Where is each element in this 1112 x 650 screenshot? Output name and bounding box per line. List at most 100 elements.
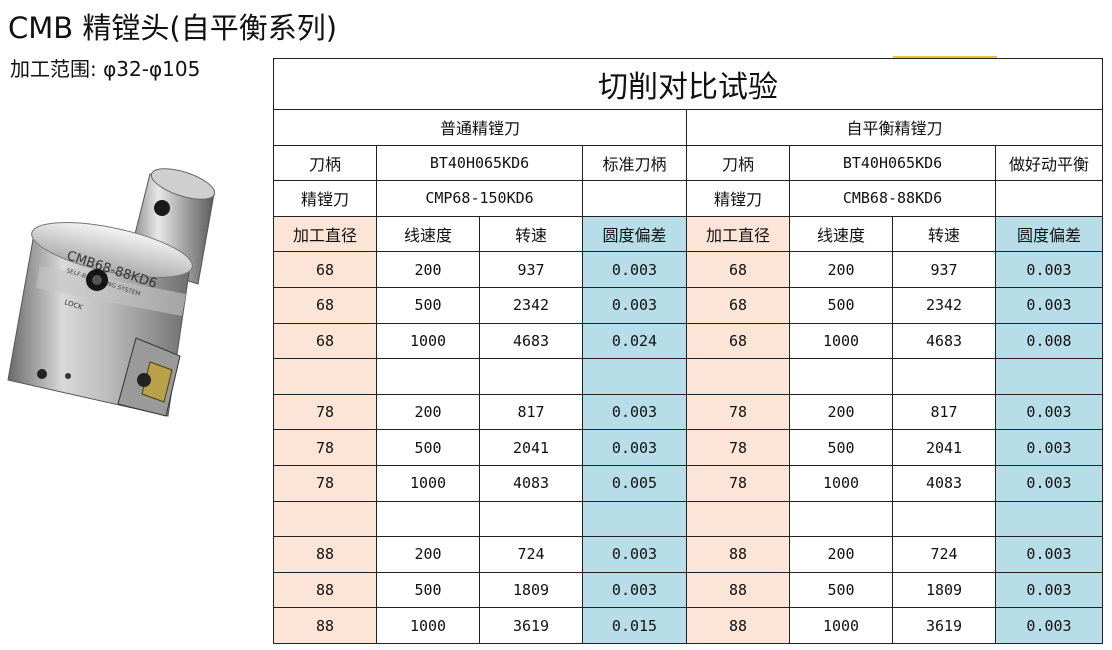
cell-diameter-right: 78	[686, 393, 790, 431]
cutter-value-left: CMP68-150KD6	[376, 180, 583, 217]
cell-speed-left: 1000	[376, 464, 480, 502]
cell-speed-left: 200	[376, 536, 480, 573]
cell-roundness-left	[582, 500, 687, 538]
cell-rpm-right	[892, 500, 996, 538]
cell-roundness-left: 0.003	[582, 536, 687, 573]
cell-roundness-left: 0.003	[582, 393, 687, 431]
cell-speed-left: 500	[376, 571, 480, 609]
cell-speed-right: 500	[789, 286, 893, 324]
accent-mark	[893, 56, 997, 59]
cell-rpm-right: 817	[892, 393, 996, 431]
cell-rpm-left	[479, 358, 583, 395]
cell-roundness-right: 0.003	[995, 393, 1103, 431]
cell-diameter-right: 78	[686, 429, 790, 466]
table-row: 88 1000 3619 0.015 88 1000 3619 0.003	[273, 607, 1103, 644]
cell-diameter-left: 78	[273, 464, 377, 502]
cell-speed-left: 1000	[376, 322, 480, 360]
cell-speed-left: 1000	[376, 607, 480, 644]
cell-roundness-right	[995, 358, 1103, 395]
holder-note-left: 标准刀柄	[582, 144, 687, 182]
cell-speed-left: 500	[376, 429, 480, 466]
cell-rpm-left: 724	[479, 536, 583, 573]
cell-speed-right: 1000	[789, 322, 893, 360]
cell-speed-left: 500	[376, 286, 480, 324]
cell-rpm-left: 4083	[479, 464, 583, 502]
cell-speed-right: 200	[789, 251, 893, 288]
cell-diameter-left: 88	[273, 571, 377, 609]
cell-roundness-left	[582, 358, 687, 395]
cell-speed-left	[376, 500, 480, 538]
cell-roundness-right: 0.003	[995, 571, 1103, 609]
cell-diameter-left	[273, 358, 377, 395]
cell-roundness-right: 0.003	[995, 607, 1103, 644]
cell-diameter-left: 78	[273, 429, 377, 466]
cell-roundness-left: 0.003	[582, 286, 687, 324]
cell-diameter-right: 68	[686, 286, 790, 324]
cell-speed-left: 200	[376, 251, 480, 288]
cell-diameter-right	[686, 358, 790, 395]
cell-speed-right	[789, 358, 893, 395]
holder-label-left: 刀柄	[273, 144, 377, 182]
cell-roundness-right: 0.003	[995, 536, 1103, 573]
cell-rpm-left: 3619	[479, 607, 583, 644]
cell-roundness-left: 0.003	[582, 571, 687, 609]
cell-roundness-left: 0.003	[582, 429, 687, 466]
cutting-comparison-table: 切削对比试验 普通精镗刀 自平衡精镗刀 刀柄 BT40H065KD6 标准刀柄 …	[273, 58, 1103, 644]
cell-rpm-right: 1809	[892, 571, 996, 609]
holder-label-right: 刀柄	[686, 144, 790, 182]
cell-rpm-right: 2041	[892, 429, 996, 466]
cell-speed-right: 200	[789, 536, 893, 573]
cell-rpm-left: 817	[479, 393, 583, 431]
cell-roundness-right	[995, 500, 1103, 538]
table-row: 88 200 724 0.003 88 200 724 0.003	[273, 536, 1103, 573]
cell-speed-right: 200	[789, 393, 893, 431]
table-row: 68 500 2342 0.003 68 500 2342 0.003	[273, 286, 1103, 324]
cell-diameter-left: 68	[273, 322, 377, 360]
cell-rpm-left: 2041	[479, 429, 583, 466]
table-row: 68 200 937 0.003 68 200 937 0.003	[273, 251, 1103, 288]
cutter-value-right: CMB68-88KD6	[789, 180, 996, 217]
cell-diameter-right: 88	[686, 536, 790, 573]
cell-diameter-right: 68	[686, 322, 790, 360]
cell-speed-right: 500	[789, 571, 893, 609]
cell-rpm-left: 2342	[479, 286, 583, 324]
table-row: 78 500 2041 0.003 78 500 2041 0.003	[273, 429, 1103, 466]
cell-diameter-left: 88	[273, 536, 377, 573]
boring-head-photo: CMB68-88KD6 SELF-BALANCING SYSTEM LOCK	[7, 168, 216, 417]
cell-rpm-left: 937	[479, 251, 583, 288]
cell-diameter-right: 88	[686, 607, 790, 644]
cutter-label-right: 精镗刀	[686, 180, 790, 217]
group-header-standard: 普通精镗刀	[273, 109, 687, 146]
col-header-roundness-left: 圆度偏差	[582, 215, 687, 253]
table-row: 78 1000 4083 0.005 78 1000 4083 0.003	[273, 464, 1103, 502]
cell-speed-right: 1000	[789, 607, 893, 644]
cell-rpm-right: 2342	[892, 286, 996, 324]
cell-diameter-right	[686, 500, 790, 538]
col-header-rpm-right: 转速	[892, 215, 996, 253]
cell-roundness-right: 0.003	[995, 429, 1103, 466]
cell-diameter-right: 88	[686, 571, 790, 609]
cell-rpm-right: 3619	[892, 607, 996, 644]
cell-roundness-left: 0.003	[582, 251, 687, 288]
col-header-rpm-left: 转速	[479, 215, 583, 253]
cell-diameter-left: 68	[273, 286, 377, 324]
group-header-self-balancing: 自平衡精镗刀	[686, 109, 1103, 146]
cell-rpm-left: 1809	[479, 571, 583, 609]
cell-diameter-right: 68	[686, 251, 790, 288]
cell-diameter-left: 88	[273, 607, 377, 644]
col-header-speed-right: 线速度	[789, 215, 893, 253]
cell-roundness-right: 0.003	[995, 251, 1103, 288]
cell-roundness-right: 0.003	[995, 464, 1103, 502]
cell-roundness-left: 0.024	[582, 322, 687, 360]
cell-rpm-right: 937	[892, 251, 996, 288]
cell-rpm-right: 4683	[892, 322, 996, 360]
comparison-table-container: 切削对比试验 普通精镗刀 自平衡精镗刀 刀柄 BT40H065KD6 标准刀柄 …	[273, 58, 1103, 644]
cell-speed-right: 500	[789, 429, 893, 466]
cell-roundness-left: 0.005	[582, 464, 687, 502]
column-header-row: 加工直径 线速度 转速 圆度偏差 加工直径 线速度 转速 圆度偏差	[273, 215, 1103, 253]
cell-roundness-right: 0.003	[995, 286, 1103, 324]
page-title: CMB 精镗头(自平衡系列)	[8, 11, 338, 45]
cell-speed-right	[789, 500, 893, 538]
cell-rpm-right: 4083	[892, 464, 996, 502]
table-row: 88 500 1809 0.003 88 500 1809 0.003	[273, 571, 1103, 609]
